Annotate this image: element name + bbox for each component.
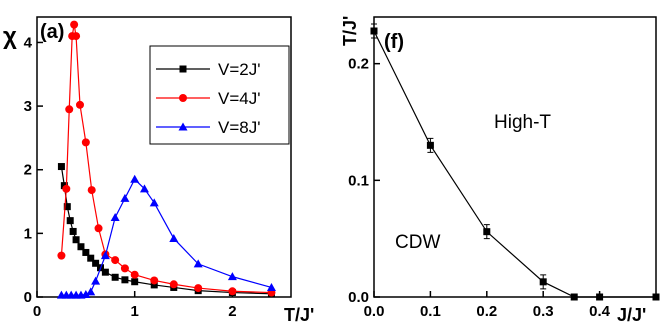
x-tick-label: 1 — [131, 303, 139, 320]
error-bar — [540, 274, 547, 290]
data-point-series-0 — [150, 281, 158, 289]
legend-box — [149, 45, 290, 145]
series-a — [56, 20, 276, 299]
y-axis-label-a: χ — [3, 23, 17, 50]
legend-marker-2 — [178, 122, 188, 131]
legend-label-0: V=2J' — [218, 60, 260, 79]
data-point-series-1 — [150, 276, 159, 285]
data-point-series-0 — [87, 254, 95, 262]
panel-label-a: (a) — [40, 21, 64, 43]
x-tick-label: 0.2 — [476, 303, 497, 320]
data-point-series-0 — [77, 243, 85, 251]
ticks-a: 0 1 2 0 1 2 3 4 — [24, 34, 237, 320]
data-point-series-2 — [81, 289, 91, 298]
data-point-series-1 — [130, 270, 139, 279]
data-point-series-1 — [94, 224, 103, 233]
data-point-series-0 — [69, 227, 77, 235]
legend-marker-1 — [179, 94, 187, 102]
data-point-series-2 — [227, 272, 237, 281]
x-tick-label: 0 — [33, 303, 41, 320]
series-f — [370, 23, 660, 301]
x-axis-label-f: J/J' — [617, 305, 646, 325]
data-point-series-1 — [65, 105, 74, 114]
y-tick-label: 1 — [24, 225, 32, 242]
data-point-series-0 — [131, 278, 139, 286]
data-point-series-0 — [101, 268, 109, 276]
y-tick-label: 0.0 — [348, 289, 369, 306]
y-tick-label: 0 — [24, 289, 32, 306]
y-axis-label-f: T/J' — [340, 16, 360, 46]
series-line-0 — [60, 166, 272, 295]
y-tick-label: 0.2 — [348, 56, 369, 73]
data-point-series-1 — [169, 280, 178, 289]
error-bar — [427, 137, 434, 153]
x-tick-label: 0.0 — [364, 303, 385, 320]
data-point-series-1 — [228, 287, 237, 296]
data-point-series-0 — [570, 293, 578, 301]
legend-items: V=2J' V=4J' V=8J' — [156, 60, 260, 137]
data-point-series-1 — [62, 184, 71, 193]
data-point-series-1 — [75, 100, 84, 109]
data-point-series-1 — [57, 251, 66, 260]
data-point-series-2 — [139, 184, 149, 193]
data-point-series-0 — [596, 293, 604, 301]
legend: V=2J' V=4J' V=8J' — [149, 45, 290, 145]
error-bar — [483, 224, 490, 240]
data-point-series-2 — [266, 282, 276, 291]
panel-a: (a) χ T/J' 0 1 2 0 1 2 3 4 V=2J' V=4J' V=8J' — [3, 16, 314, 325]
plot-frame-a — [36, 16, 292, 298]
plot-frame-f — [373, 16, 657, 298]
x-axis-label-a: T/J' — [284, 305, 314, 325]
x-tick-label: 2 — [228, 303, 236, 320]
data-point-series-2 — [86, 287, 96, 296]
data-point-series-2 — [130, 174, 140, 183]
data-point-series-0 — [111, 273, 119, 281]
x-tick-label: 0.1 — [420, 303, 441, 320]
data-point-series-0 — [82, 248, 90, 256]
y-tick-label: 4 — [24, 34, 33, 51]
data-point-series-0 — [57, 163, 65, 171]
region-label-cdw: CDW — [395, 232, 440, 253]
panel-f: (f) T/J' J/J' 0.0 0.1 0.2 0.3 0.4 0.0 0.1 0.2 H… — [340, 16, 660, 325]
series-line-0 — [373, 30, 656, 298]
data-point-series-0 — [92, 259, 100, 267]
legend-label-2: V=8J' — [218, 118, 260, 137]
region-label-high-t: High-T — [494, 112, 551, 133]
y-tick-label: 2 — [24, 162, 32, 179]
data-point-series-2 — [120, 193, 130, 202]
x-tick-label: 0.4 — [589, 303, 611, 320]
data-point-series-1 — [194, 284, 203, 293]
data-point-series-0 — [66, 217, 74, 225]
panel-label-f: (f) — [384, 31, 404, 53]
data-point-series-1 — [81, 138, 90, 147]
data-point-series-0 — [652, 293, 660, 301]
data-point-series-1 — [120, 264, 129, 273]
y-tick-label: 0.1 — [348, 172, 369, 189]
legend-marker-0 — [179, 65, 187, 73]
ticks-f: 0.0 0.1 0.2 0.3 0.4 0.0 0.1 0.2 — [348, 56, 611, 320]
data-point-series-1 — [72, 32, 81, 41]
data-point-series-2 — [100, 251, 110, 260]
data-point-series-2 — [149, 198, 159, 207]
data-point-series-2 — [169, 233, 179, 242]
data-point-series-2 — [110, 212, 120, 221]
data-point-series-0 — [121, 276, 129, 284]
y-tick-label: 3 — [24, 98, 32, 115]
data-point-series-0 — [72, 236, 80, 244]
data-point-series-2 — [193, 259, 203, 268]
data-point-series-1 — [70, 20, 79, 29]
x-tick-label: 0.3 — [533, 303, 554, 320]
legend-label-1: V=4J' — [218, 89, 260, 108]
data-point-series-2 — [91, 276, 101, 285]
data-point-series-1 — [111, 256, 120, 265]
data-point-series-0 — [63, 203, 71, 211]
data-point-series-1 — [87, 186, 96, 195]
error-bar — [371, 23, 377, 39]
